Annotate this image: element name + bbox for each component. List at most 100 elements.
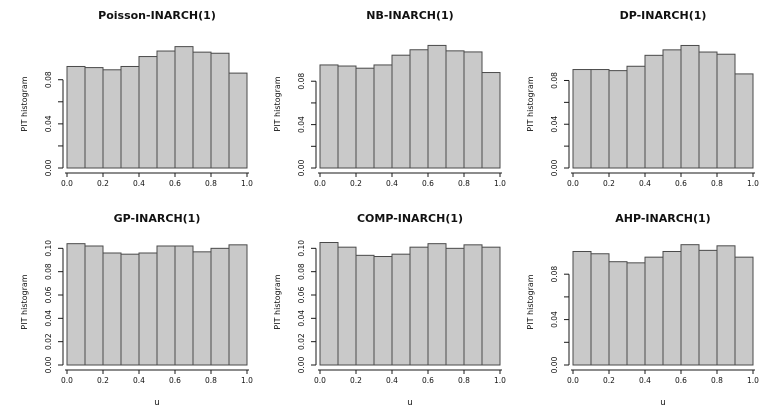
histogram-bars — [66, 46, 248, 169]
x-tick-label: 0.2 — [350, 179, 362, 188]
x-axis: 0.0 0.2 0.4 0.6 0.8 1.0 — [567, 172, 759, 188]
x-tick-label: 0.0 — [314, 179, 326, 188]
histogram-bar — [210, 247, 230, 366]
y-tick-label: 0.04 — [550, 311, 559, 328]
x-tick-label: 1.0 — [747, 179, 759, 188]
x-tick-label: 0.8 — [205, 376, 217, 385]
histogram-bar — [716, 245, 736, 366]
histogram-bar — [337, 246, 357, 366]
histogram-bar — [156, 245, 176, 366]
histogram-bar — [644, 256, 664, 366]
histogram-bar — [481, 246, 501, 366]
x-tick-label: 0.4 — [639, 179, 651, 188]
histogram-bar — [427, 44, 447, 169]
histogram-bar — [391, 54, 411, 169]
x-tick-label: 0.8 — [711, 376, 723, 385]
histogram-bar — [355, 254, 375, 366]
y-tick-label: 0.10 — [44, 240, 53, 257]
histogram-bar — [734, 256, 754, 366]
histogram-bar — [373, 256, 393, 366]
x-tick-label: 0.8 — [458, 179, 470, 188]
panel-nb-inarch-1: NB-INARCH(1)PIT histogram0.000.040.080.0… — [253, 0, 506, 205]
x-tick-label: 0.8 — [458, 376, 470, 385]
x-axis: 0.0 0.2 0.4 0.6 0.8 1.0 — [314, 369, 506, 385]
histogram-bar — [463, 244, 483, 366]
panel-title: GP-INARCH(1) — [114, 212, 201, 225]
panel-ahp-inarch-1: AHP-INARCH(1)PIT histogram0.000.040.080.… — [506, 205, 759, 419]
y-tick-label: 0.04 — [44, 115, 53, 132]
x-tick-label: 0.2 — [97, 376, 109, 385]
y-axis: 0.00 0.02 0.04 0.06 0.08 0.10 — [44, 240, 64, 373]
histogram-bar — [355, 67, 375, 169]
y-axis-label: PIT histogram — [273, 274, 282, 329]
panel-poisson-inarch-1: Poisson-INARCH(1)PIT histogram0.000.040.… — [0, 0, 253, 205]
y-tick-label: 0.00 — [550, 356, 559, 373]
x-tick-label: 0.0 — [314, 376, 326, 385]
histogram-bar — [409, 246, 429, 366]
histogram-bars — [66, 243, 248, 366]
x-axis: 0.0 0.2 0.4 0.6 0.8 1.0 — [61, 369, 253, 385]
y-tick-label: 0.10 — [297, 240, 306, 257]
histogram-bar — [84, 67, 104, 169]
y-tick-label: 0.00 — [297, 159, 306, 176]
histogram-bars — [319, 44, 501, 169]
histogram-bar — [662, 49, 682, 169]
y-tick-label: 0.08 — [297, 263, 306, 280]
histogram-bar — [481, 72, 501, 169]
histogram-bar — [572, 69, 592, 169]
x-tick-label: 1.0 — [747, 376, 759, 385]
x-tick-label: 0.6 — [422, 376, 434, 385]
y-tick-label: 0.00 — [44, 356, 53, 373]
x-tick-label: 0.2 — [97, 179, 109, 188]
histogram-bar — [463, 51, 483, 169]
y-tick-label: 0.08 — [44, 263, 53, 280]
panel-title: COMP-INARCH(1) — [357, 212, 463, 225]
x-tick-label: 0.4 — [639, 376, 651, 385]
panel-title: Poisson-INARCH(1) — [98, 9, 216, 22]
histogram-bar — [698, 249, 718, 366]
x-tick-label: 0.0 — [61, 179, 73, 188]
x-tick-label: 0.2 — [603, 376, 615, 385]
histogram-bar — [138, 56, 158, 169]
y-tick-label: 0.08 — [550, 266, 559, 283]
y-tick-label: 0.00 — [550, 159, 559, 176]
y-axis-label: PIT histogram — [526, 274, 535, 329]
x-axis: 0.0 0.2 0.4 0.6 0.8 1.0 — [567, 369, 759, 385]
histogram-bar — [102, 252, 122, 366]
y-axis-label: PIT histogram — [526, 76, 535, 131]
histogram-bars — [572, 44, 754, 169]
y-tick-label: 0.04 — [550, 116, 559, 133]
histogram-bar — [427, 243, 447, 366]
y-axis: 0.00 0.04 0.08 — [44, 71, 64, 176]
histogram-bar — [680, 44, 700, 169]
histogram-bar — [102, 69, 122, 169]
histogram-bar — [445, 50, 465, 169]
histogram-bar — [608, 70, 628, 169]
x-tick-label: 0.0 — [61, 376, 73, 385]
histogram-bar — [445, 247, 465, 366]
x-tick-label: 1.0 — [241, 179, 253, 188]
x-tick-label: 0.4 — [133, 179, 145, 188]
histogram-bar — [120, 65, 140, 169]
x-tick-label: 1.0 — [494, 179, 506, 188]
x-tick-label: 0.4 — [386, 376, 398, 385]
histogram-bar — [409, 49, 429, 169]
histogram-bar — [228, 72, 248, 169]
histogram-bars — [319, 242, 501, 366]
y-axis-label: PIT histogram — [20, 274, 29, 329]
histogram-bar — [662, 250, 682, 366]
x-tick-label: 0.6 — [675, 376, 687, 385]
x-tick-label: 0.6 — [675, 179, 687, 188]
histogram-bar — [192, 251, 212, 366]
histogram-bar — [572, 250, 592, 366]
y-tick-label: 0.08 — [44, 71, 53, 88]
histogram-bar — [228, 244, 248, 366]
histogram-bar — [319, 242, 339, 366]
y-tick-label: 0.06 — [44, 286, 53, 303]
histogram-bar — [84, 245, 104, 366]
panel-title: NB-INARCH(1) — [366, 9, 453, 22]
x-tick-label: 0.2 — [603, 179, 615, 188]
histogram-bar — [319, 64, 339, 169]
x-tick-label: 0.8 — [711, 179, 723, 188]
histogram-bar — [174, 245, 194, 366]
